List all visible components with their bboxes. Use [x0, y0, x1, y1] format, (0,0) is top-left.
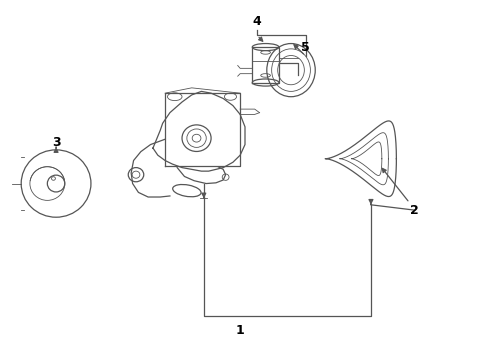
Text: 1: 1 [236, 324, 245, 337]
Text: 2: 2 [410, 204, 419, 217]
Text: 5: 5 [301, 41, 310, 54]
Text: 4: 4 [253, 15, 262, 28]
Text: 3: 3 [52, 136, 60, 149]
